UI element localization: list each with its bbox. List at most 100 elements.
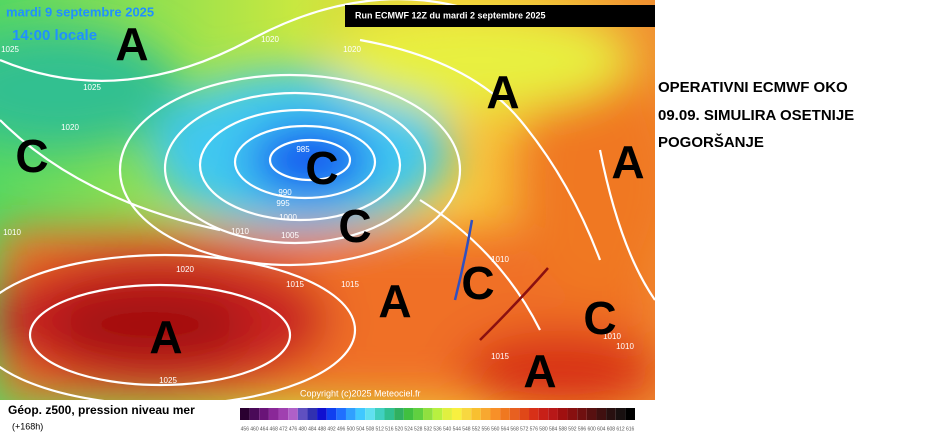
scale-swatch	[240, 408, 250, 420]
scale-label: 568	[510, 426, 519, 432]
isobar-label: 1025	[159, 376, 177, 385]
isobar-label: 1010	[3, 228, 21, 237]
scale-label: 528	[414, 426, 423, 432]
run-banner	[345, 5, 655, 27]
isobar-label: 1010	[231, 227, 249, 236]
pressure-center: C	[583, 292, 616, 344]
scale-label: 580	[539, 426, 548, 432]
scale-swatch	[538, 408, 549, 420]
isobars	[0, 0, 655, 405]
scale-label: 508	[366, 426, 375, 432]
drawn-line	[453, 219, 474, 301]
scale-swatch	[326, 408, 337, 420]
isobar-label: 1010	[491, 255, 509, 264]
scale-swatch	[288, 408, 298, 420]
scale-swatch	[249, 408, 260, 420]
scale-label: 540	[443, 426, 452, 432]
scale-label: 472	[279, 426, 288, 432]
pressure-center: A	[611, 136, 644, 188]
scale-label: 460	[250, 426, 259, 432]
scale-label: 464	[260, 426, 269, 432]
isobar-label: 1015	[286, 280, 304, 289]
scale-label: 560	[491, 426, 500, 432]
scale-label: 576	[530, 426, 539, 432]
scale-label: 492	[327, 426, 336, 432]
isobar-label: 1005	[281, 231, 299, 240]
scale-label: 612	[616, 426, 625, 432]
pressure-center: A	[378, 275, 411, 327]
headline: OPERATIVNI ECMWF OKO 09.09. SIMULIRA OSE…	[658, 79, 854, 151]
scale-swatch	[490, 408, 501, 420]
scale-swatch	[557, 408, 568, 420]
scale-label: 504	[356, 426, 365, 432]
scale-swatch	[307, 408, 318, 420]
scale-label: 600	[587, 426, 596, 432]
scale-label: 484	[308, 426, 317, 432]
scale-swatch	[509, 408, 520, 420]
isobar-label: 1020	[343, 45, 361, 54]
isobar-label: 1015	[491, 352, 509, 361]
scale-label: 496	[337, 426, 346, 432]
scale-label: 544	[453, 426, 462, 432]
scale-swatch	[355, 408, 366, 420]
scale-label: 556	[481, 426, 490, 432]
scale-swatch	[394, 408, 404, 420]
scale-swatch	[567, 408, 578, 420]
isobar-label: 1010	[616, 342, 634, 351]
time: 14:00 locale	[12, 27, 97, 44]
scale-swatch	[451, 408, 462, 420]
scale-swatch	[345, 408, 356, 420]
pressure-center: A	[149, 311, 182, 363]
scale-swatch	[529, 408, 539, 420]
scale-swatch	[384, 408, 395, 420]
scale-swatch	[548, 408, 558, 420]
scale-swatch	[278, 408, 289, 420]
isobar-label: 1020	[61, 123, 79, 132]
isobar-label: 1000	[279, 213, 297, 222]
pressure-center: A	[115, 18, 148, 70]
isobar-label: 995	[276, 199, 290, 208]
run-info: Run ECMWF 12Z du mardi 2 septembre 2025	[355, 10, 546, 20]
scale-swatch	[297, 408, 308, 420]
date: mardi 9 septembre 2025	[6, 4, 154, 19]
scale-label: 536	[433, 426, 442, 432]
scale-label: 572	[520, 426, 529, 432]
pressure-center: C	[305, 142, 338, 194]
scale-label: 608	[607, 426, 616, 432]
scale-label: 564	[501, 426, 510, 432]
drawn-line	[479, 267, 549, 341]
scale-label: 524	[404, 426, 413, 432]
scale-label: 552	[472, 426, 481, 432]
scale-label: 512	[376, 426, 385, 432]
scale-swatch	[259, 408, 269, 420]
scale-swatch	[471, 408, 481, 420]
scale-label: 516	[385, 426, 394, 432]
isobar-label: 1020	[261, 35, 279, 44]
scale-label: 468	[270, 426, 279, 432]
scale-swatch	[374, 408, 385, 420]
scale-label: 596	[578, 426, 587, 432]
scale-swatch	[480, 408, 491, 420]
scale-label: 592	[568, 426, 577, 432]
scale-swatch	[500, 408, 510, 420]
scale-swatch	[442, 408, 452, 420]
scale-swatch	[586, 408, 597, 420]
scale-swatch	[606, 408, 616, 420]
scale-swatch	[577, 408, 587, 420]
scale-swatch	[461, 408, 472, 420]
legend-title: Géop. z500, pression niveau mer	[8, 403, 195, 417]
scale-swatch	[625, 408, 635, 420]
scale-label: 588	[559, 426, 568, 432]
isobar-label: 1015	[341, 280, 359, 289]
pressure-center: C	[15, 130, 48, 182]
scale-swatch	[268, 408, 279, 420]
scale-swatch	[403, 408, 414, 420]
headline-line: OPERATIVNI ECMWF OKO	[658, 79, 848, 96]
scale-swatch	[596, 408, 607, 420]
scale-swatch	[519, 408, 530, 420]
scale-label: 532	[424, 426, 433, 432]
isobar-label: 1010	[603, 332, 621, 341]
scale-swatch	[615, 408, 626, 420]
scale-label: 604	[597, 426, 606, 432]
